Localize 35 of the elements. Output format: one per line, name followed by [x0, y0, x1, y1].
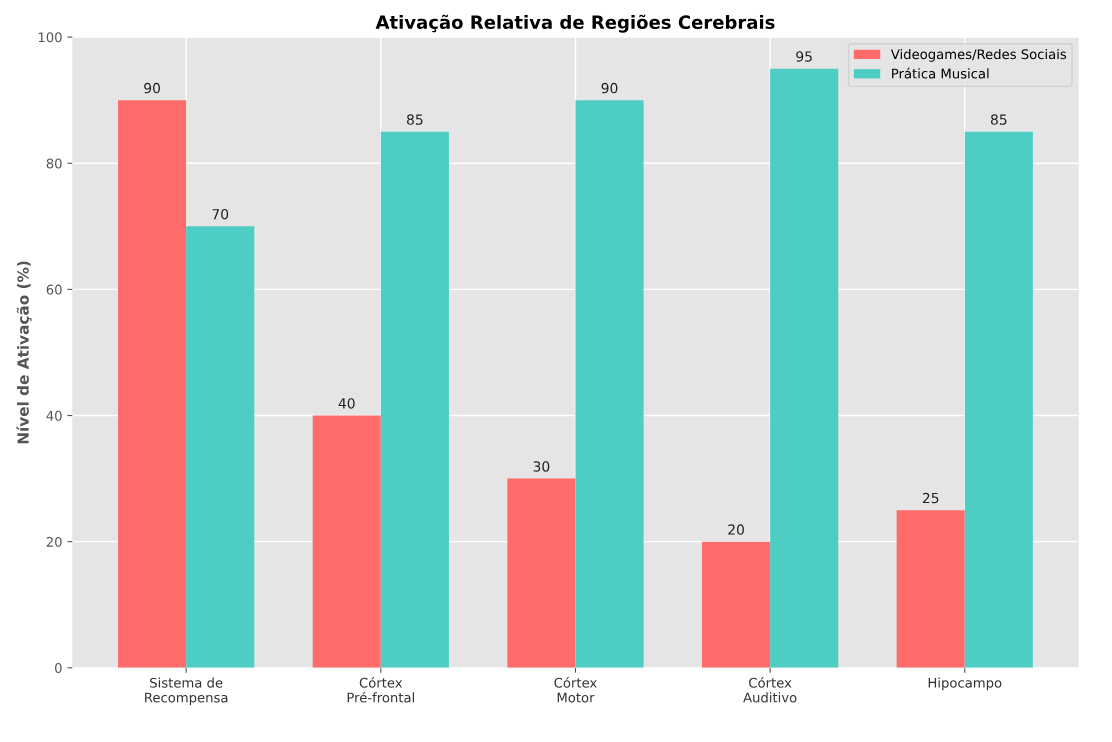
bar: [380, 131, 449, 668]
y-tick-label: 60: [46, 284, 62, 295]
data-label: 40: [338, 398, 355, 409]
data-label: 25: [922, 492, 939, 504]
x-tick-label: Sistema de Recompensa: [145, 677, 228, 706]
bar: [701, 541, 771, 668]
data-label: 30: [533, 461, 550, 472]
x-tick-label: Córtex Auditivo: [743, 676, 797, 703]
legend-label: Videogames/Redes Sociais: [890, 48, 1067, 62]
bar: [186, 226, 255, 668]
y-axis-title: Nível de Ativação (%): [16, 261, 32, 444]
data-label: 20: [728, 524, 744, 535]
y-tick-label: 40: [46, 410, 62, 421]
bar: [896, 510, 965, 668]
data-label: 90: [144, 82, 160, 94]
y-tick-label: 100: [38, 32, 62, 43]
x-tick-label: Córtex Motor: [554, 676, 597, 703]
y-tick-label: 0: [55, 663, 62, 673]
data-label: 95: [796, 51, 812, 62]
bar: [770, 68, 839, 668]
y-tick-label: 20: [46, 536, 62, 547]
data-label: 70: [212, 208, 229, 220]
bar: [575, 100, 644, 668]
bar: [507, 478, 576, 668]
bar: [312, 415, 381, 668]
data-label: 85: [406, 114, 423, 125]
bar: [118, 100, 187, 668]
y-tick-label: 80: [46, 158, 62, 169]
bar: [964, 131, 1033, 668]
chart-title: Ativação Relativa de Regiões Cerebrais: [375, 14, 775, 33]
x-tick-label: Hipocampo: [928, 677, 1002, 691]
data-label: 90: [601, 82, 618, 94]
data-label: 85: [990, 114, 1007, 125]
x-tick-label: Córtex Pré-frontal: [347, 676, 414, 703]
legend-label: Prática Musical: [892, 67, 989, 79]
